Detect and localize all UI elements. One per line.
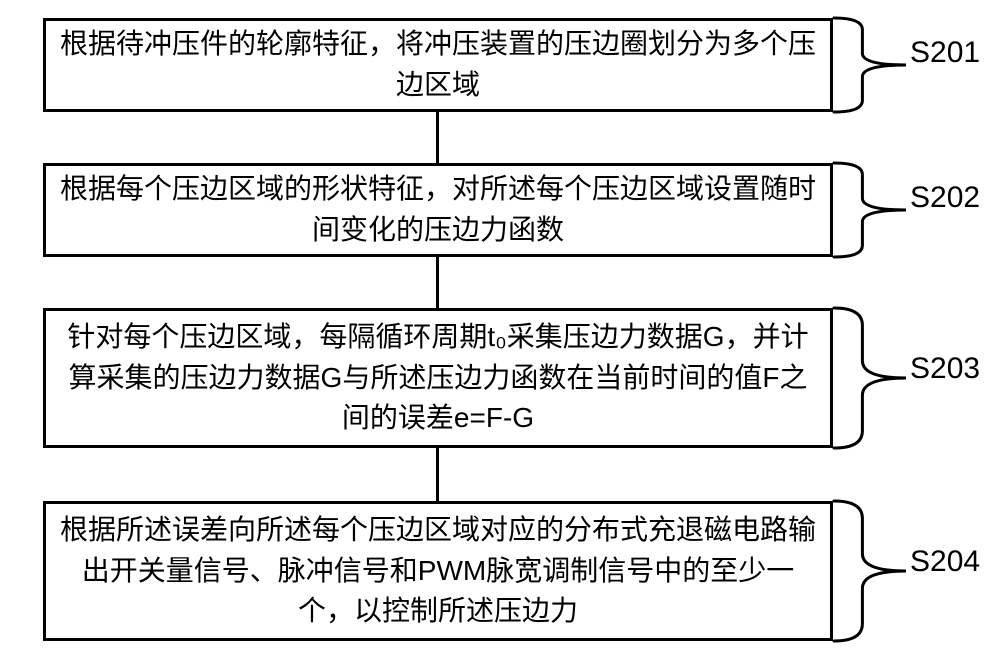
curly-brace-icon [832,161,908,259]
flow-step-text: 针对每个压边区域，每隔循环周期t₀采集压边力数据G，并计算采集的压边力数据G与所… [60,317,816,439]
flow-step-label-s204: S204 [910,545,980,579]
flow-step-s204: 根据所述误差向所述每个压边区域对应的分布式充退磁电路输出开关量信号、脉冲信号和P… [43,501,833,641]
flow-connector [436,448,439,501]
flow-step-s202: 根据每个压边区域的形状特征，对所述每个压边区域设置随时间变化的压边力函数 [43,163,833,257]
flow-step-text: 根据所述误差向所述每个压边区域对应的分布式充退磁电路输出开关量信号、脉冲信号和P… [60,510,816,632]
flow-step-label-s201: S201 [910,36,980,70]
flow-connector [436,112,439,163]
flowchart-canvas: 根据待冲压件的轮廓特征，将冲压装置的压边圈划分为多个压边区域 S201 根据每个压边… [0,0,1000,664]
curly-brace-icon [832,306,908,450]
flow-step-text: 根据待冲压件的轮廓特征，将冲压装置的压边圈划分为多个压边区域 [60,24,816,105]
flow-step-s201: 根据待冲压件的轮廓特征，将冲压装置的压边圈划分为多个压边区域 [43,18,833,112]
flow-step-label-s202: S202 [910,181,980,215]
flow-connector [436,257,439,308]
flow-step-label-s203: S203 [910,352,980,386]
curly-brace-icon [832,499,908,643]
flow-step-s203: 针对每个压边区域，每隔循环周期t₀采集压边力数据G，并计算采集的压边力数据G与所… [43,308,833,448]
curly-brace-icon [832,16,908,114]
flow-step-text: 根据每个压边区域的形状特征，对所述每个压边区域设置随时间变化的压边力函数 [60,169,816,250]
